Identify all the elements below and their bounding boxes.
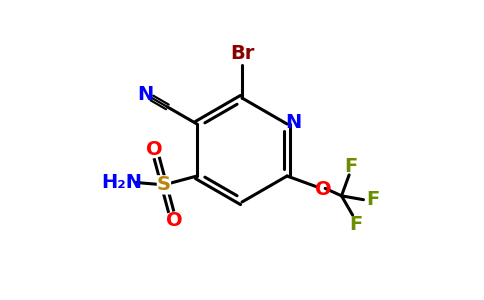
Text: S: S <box>157 176 171 194</box>
Text: F: F <box>349 214 363 234</box>
Text: O: O <box>146 140 162 159</box>
Text: H₂N: H₂N <box>101 173 142 192</box>
Text: N: N <box>137 85 153 104</box>
Text: O: O <box>315 180 332 199</box>
Text: Br: Br <box>230 44 254 64</box>
Text: F: F <box>344 157 357 176</box>
Text: N: N <box>286 113 302 132</box>
Text: O: O <box>166 211 182 230</box>
Text: F: F <box>366 190 379 208</box>
